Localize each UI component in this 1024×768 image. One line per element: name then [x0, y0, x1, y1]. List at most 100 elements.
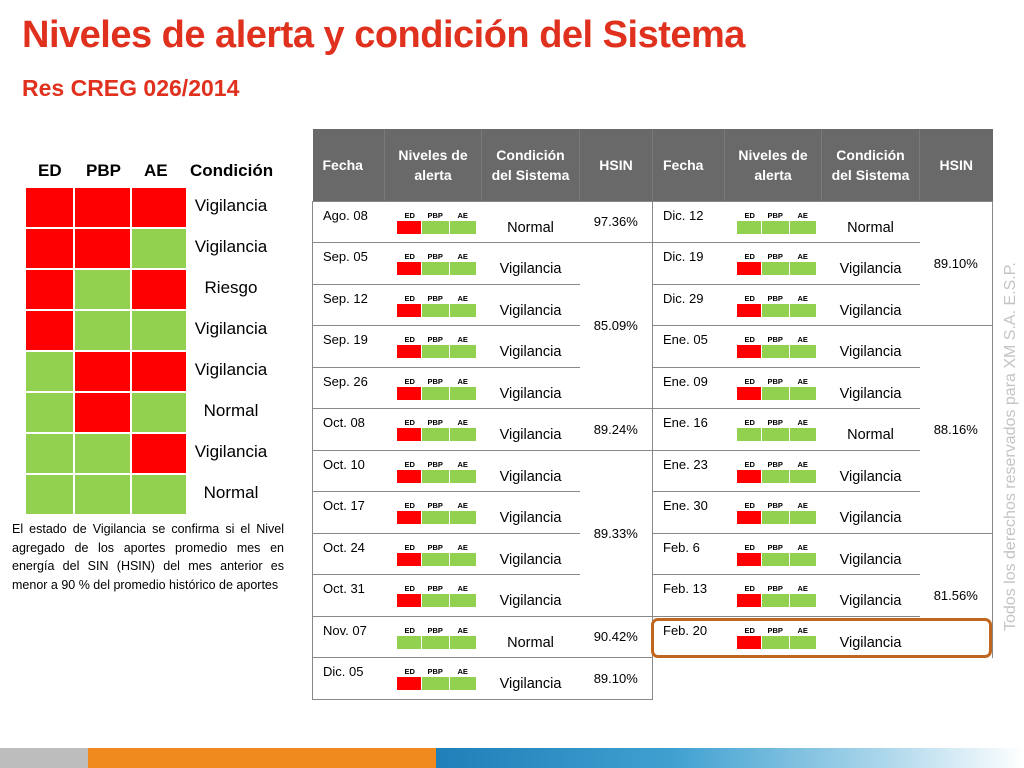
indicator-bar-pbp: [761, 303, 790, 317]
indicator-label-ae: AE: [457, 584, 468, 594]
indicator-bar-ae: [449, 511, 477, 525]
legend-cell-ae: [131, 392, 187, 433]
legend-cell-ae: [131, 228, 187, 269]
indicator-label-ed: ED: [744, 376, 755, 386]
fecha-cell-2: Ene. 05: [652, 325, 725, 367]
legend-header-pbp: PBP: [86, 161, 121, 180]
indicator-bar-pbp: [761, 552, 790, 566]
indicator-bar-ed: [736, 552, 762, 566]
hsin-cell: 85.09%: [579, 242, 653, 409]
alert-level-indicator: ED PBP AE: [736, 500, 817, 525]
table-row: Ago. 08 ED PBP AE Normal 97.36% Dic. 12 ED PBP AE…: [312, 200, 993, 326]
indicator-bar-ed: [736, 636, 762, 649]
condicion-cell: Vigilancia: [481, 449, 580, 492]
indicator-bar-ed: [396, 303, 422, 317]
indicator-bar-ae: [449, 677, 477, 691]
fecha-cell: Sep. 12: [312, 283, 385, 326]
legend-cell-ed: [25, 310, 74, 351]
indicator-label-ed: ED: [744, 584, 755, 594]
alert-level-indicator: ED PBP AE: [396, 376, 477, 400]
hsin-cell: 90.42%: [579, 615, 653, 658]
indicator-label-ed: ED: [404, 293, 415, 303]
indicator-bar-ae: [789, 262, 817, 276]
hsin-cell-2: 81.56%: [919, 532, 993, 658]
indicator-label-ae: AE: [797, 335, 808, 345]
legend-condition-label: Vigilancia: [194, 196, 268, 215]
indicator-label-ae: AE: [457, 542, 468, 552]
indicator-label-pbp: PBP: [427, 667, 443, 677]
indicator-label-ed: ED: [404, 418, 415, 428]
legend-condition-label: Normal: [203, 401, 259, 420]
indicator-bar-ed: [396, 428, 422, 442]
legend-cell-pbp: [74, 187, 131, 228]
alert-level-indicator: ED PBP AE: [396, 625, 477, 649]
legend-condition-label: Vigilancia: [194, 319, 268, 338]
alert-level-indicator: ED PBP AE: [736, 210, 817, 234]
indicator-label-ae: AE: [797, 252, 808, 262]
legend-row: [25, 392, 187, 433]
indicator-label-ae: AE: [797, 626, 808, 635]
legend-grid: [25, 187, 187, 515]
niveles-cell-2: ED PBP AE: [724, 366, 822, 409]
niveles-cell-2: ED PBP AE: [724, 408, 822, 450]
indicator-bar-ae: [789, 220, 817, 234]
indicator-label-pbp: PBP: [767, 459, 783, 469]
alert-level-indicator: ED PBP AE: [736, 417, 817, 442]
col-header-fecha-2: Fecha: [652, 129, 725, 201]
indicator-bar-ae: [449, 635, 477, 649]
legend-cell-pbp: [74, 269, 131, 310]
indicator-bar-pbp: [761, 386, 790, 400]
indicator-bar-pbp: [421, 677, 450, 691]
col-header-condicion: Condición del Sistema: [481, 129, 580, 201]
indicator-bar-ed: [396, 677, 422, 691]
indicator-bar-pbp: [761, 594, 790, 608]
condicion-cell-2: Normal: [821, 200, 920, 243]
alert-level-indicator: ED PBP AE: [396, 210, 477, 234]
indicator-bar-pbp: [761, 469, 790, 483]
niveles-cell: ED PBP AE: [384, 242, 482, 284]
indicator-label-ed: ED: [744, 293, 755, 303]
legend-cell-ed: [25, 187, 74, 228]
legend-cell-ae: [131, 269, 187, 310]
fecha-cell-2: Feb. 13: [652, 574, 725, 616]
indicator-bar-pbp: [421, 345, 450, 359]
indicator-label-ae: AE: [457, 376, 468, 386]
hsin-cell: 89.24%: [579, 408, 653, 450]
indicator-bar-pbp: [761, 262, 790, 276]
table-row: Nov. 07 ED PBP AE Normal 90.42% Feb. 20 ED PBP AE…: [312, 615, 993, 658]
condicion-cell: Vigilancia: [481, 366, 580, 409]
niveles-cell: ED PBP AE: [384, 283, 482, 326]
alert-level-indicator: ED PBP AE: [736, 542, 817, 566]
indicator-bar-ae: [789, 594, 817, 608]
indicator-label-ed: ED: [744, 626, 755, 635]
indicator-bar-ae: [449, 469, 477, 483]
indicator-bar-ed: [396, 552, 422, 566]
legend-row: [25, 187, 187, 228]
indicator-label-ae: AE: [797, 459, 808, 469]
col-header-hsin: HSIN: [579, 129, 653, 201]
indicator-bar-ae: [449, 594, 477, 608]
fecha-cell: Sep. 26: [312, 366, 385, 409]
niveles-cell-2: ED PBP AE: [724, 615, 822, 658]
niveles-cell: ED PBP AE: [384, 408, 482, 450]
vigilancia-note: El estado de Vigilancia se confirma si e…: [12, 522, 284, 592]
fecha-cell-2: Ene. 09: [652, 366, 725, 409]
indicator-label-pbp: PBP: [767, 501, 783, 511]
indicator-bar-ed: [736, 262, 762, 276]
indicator-bar-ed: [736, 386, 762, 400]
indicator-label-ed: ED: [404, 625, 415, 635]
indicator-label-ae: AE: [457, 210, 468, 220]
indicator-bar-ed: [736, 345, 762, 359]
indicator-label-ae: AE: [457, 252, 468, 262]
indicator-bar-ae: [789, 552, 817, 566]
condicion-cell: Vigilancia: [481, 532, 580, 575]
col-header-niveles: Niveles de alerta: [384, 129, 482, 201]
indicator-label-pbp: PBP: [767, 584, 783, 594]
condicion-cell-2: Vigilancia: [821, 366, 920, 409]
fecha-cell: Oct. 24: [312, 532, 385, 575]
legend-row: [25, 310, 187, 351]
legend-row: [25, 433, 187, 474]
condicion-cell-2: Vigilancia: [821, 449, 920, 492]
legend-cell-ed: [25, 433, 74, 474]
condicion-cell: Vigilancia: [481, 408, 580, 450]
